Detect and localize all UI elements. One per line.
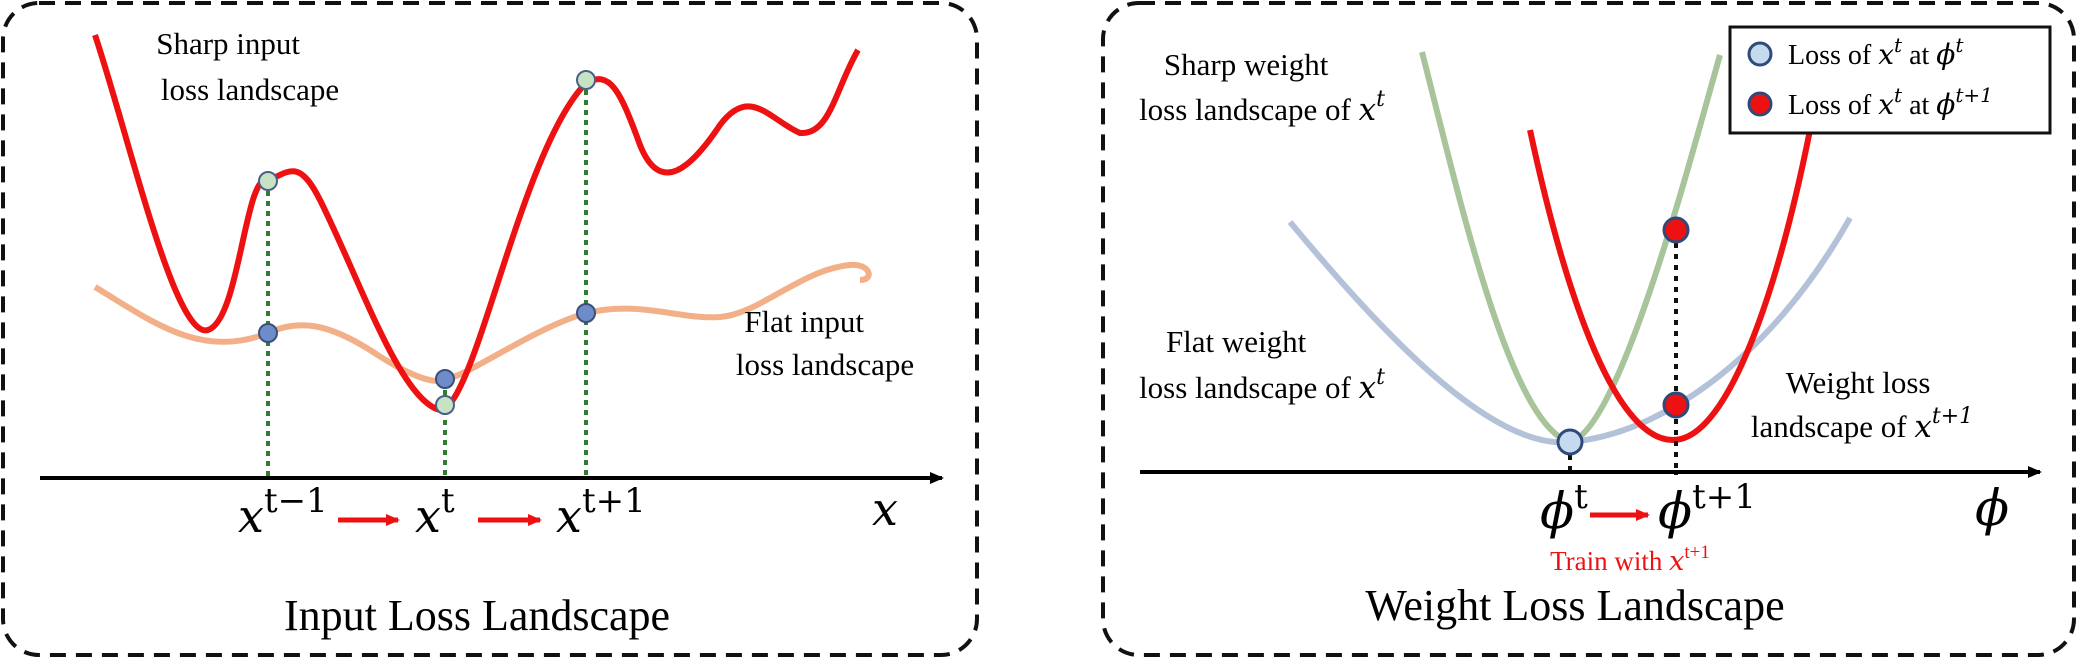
weight-axis-var: ϕ [1975,479,2009,537]
sharp-point-xt-1 [258,171,278,191]
left-panel-frame [1,1,979,657]
flat-weight-label: Flat weight loss landscape of xt [1139,324,1385,406]
weight-t1-label: Weight loss landscape of xt+1 [1751,365,1973,445]
point-loss-at-phit [1556,428,1584,456]
tick-xt-1: xt−1 [238,481,328,543]
flat-input-label: Flat input loss landscape [736,304,914,382]
legend-entry-1: Loss of xt at ϕt [1788,33,1964,71]
tick-xt+1: xt+1 [556,481,646,543]
weight-curve-t1 [1527,129,1813,444]
sharp-input-curve [92,34,861,414]
weight-panel-title: Weight Loss Landscape [1365,581,1784,630]
tick-phit: ϕt [1540,477,1588,540]
input-axis-var: x [872,482,898,536]
flat-point-xt-1 [258,323,278,343]
legend-box [1728,25,2052,135]
legend: Loss of xt at ϕt Loss of xt at ϕt+1 [1728,25,2052,135]
sharp-point-xt+1 [576,70,596,90]
flat-point-xt [435,369,455,389]
input-loss-panel: xt−1 xt xt+1 x Sharp input loss landscap… [1,1,979,657]
weight-loss-panel: ϕt ϕt+1 Train with xt+1 ϕ Sharp weight l… [1101,1,2076,657]
legend-marker-red [1747,91,1773,117]
sharp-input-label: Sharp input loss landscape [156,26,339,107]
tick-xt: xt [415,481,455,543]
point-high-at-phit1 [1662,216,1690,244]
right-panel-frame [1101,1,2076,657]
point-low-at-phit1 [1662,391,1690,419]
legend-marker-light-blue [1747,41,1773,67]
tick-phit1: ϕt+1 [1658,477,1756,540]
input-panel-title: Input Loss Landscape [284,591,670,640]
sharp-weight-label: Sharp weight loss landscape of xt [1139,47,1385,128]
train-note: Train with xt+1 [1550,542,1710,577]
flat-point-xt+1 [576,303,596,323]
sharp-point-xt [435,395,455,415]
legend-entry-2: Loss of xt at ϕt+1 [1788,83,1993,121]
